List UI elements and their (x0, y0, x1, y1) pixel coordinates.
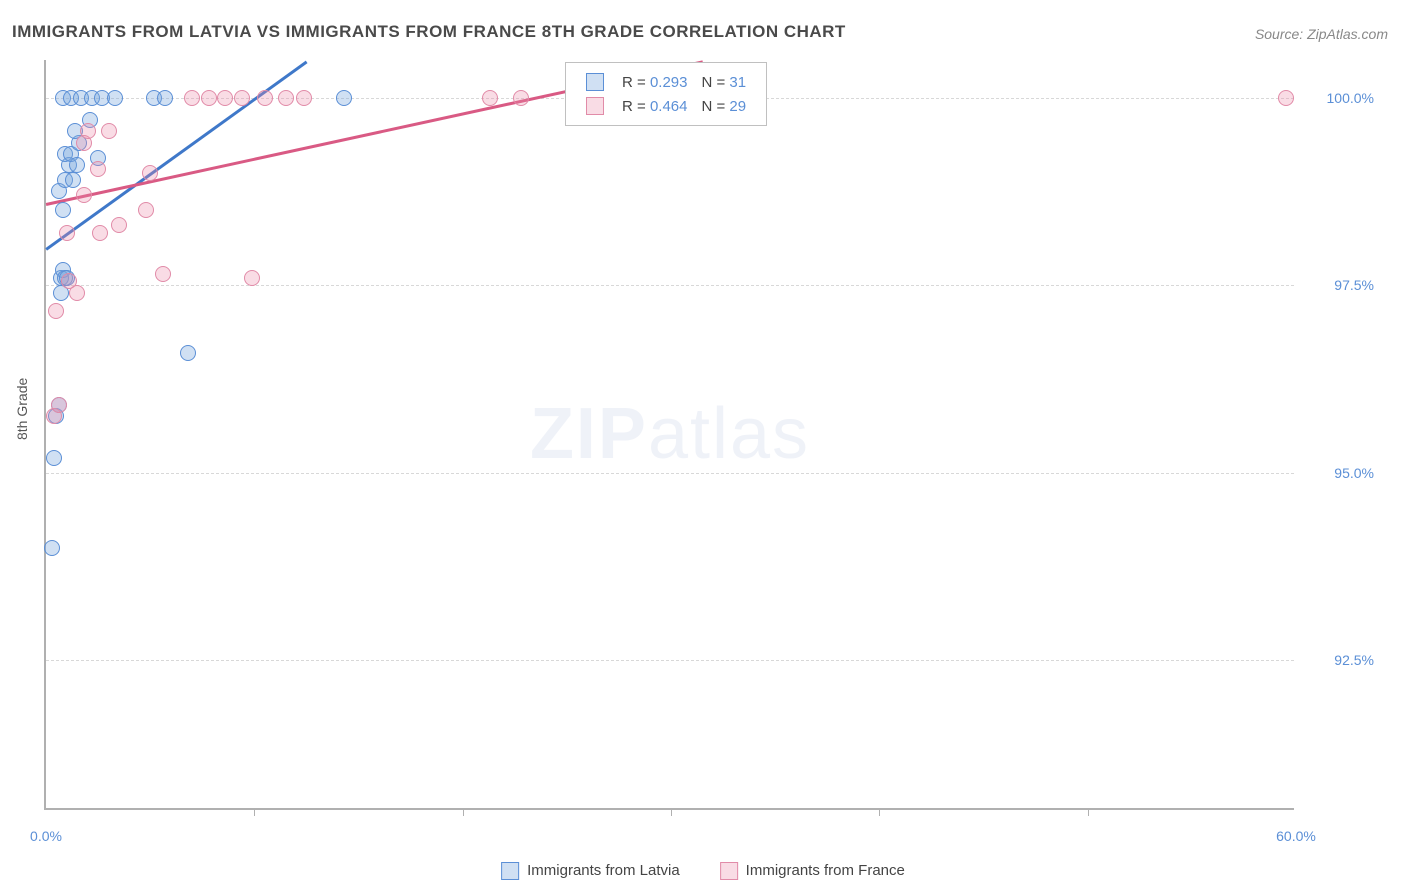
data-point (234, 90, 250, 106)
legend-swatch (720, 862, 738, 880)
legend-row: R = 0.464N = 29 (580, 95, 752, 117)
data-point (92, 225, 108, 241)
legend-row: R = 0.293N = 31 (580, 71, 752, 93)
data-point (59, 225, 75, 241)
data-point (513, 90, 529, 106)
data-point (155, 266, 171, 282)
source-credit: Source: ZipAtlas.com (1255, 26, 1388, 42)
y-tick-label: 92.5% (1334, 652, 1374, 668)
watermark: ZIPatlas (530, 393, 810, 475)
data-point (1278, 90, 1294, 106)
legend-r-label: R = 0.464 (616, 95, 693, 117)
legend-n-label: N = 31 (695, 71, 752, 93)
data-point (48, 303, 64, 319)
legend-r-label: R = 0.293 (616, 71, 693, 93)
data-point (157, 90, 173, 106)
y-tick-label: 100.0% (1327, 90, 1374, 106)
data-point (336, 90, 352, 106)
data-point (55, 202, 71, 218)
x-tick-label: 60.0% (1276, 828, 1316, 844)
data-point (257, 90, 273, 106)
chart-title: IMMIGRANTS FROM LATVIA VS IMMIGRANTS FRO… (12, 22, 846, 42)
legend-swatch (586, 73, 604, 91)
data-point (46, 450, 62, 466)
legend-item: Immigrants from Latvia (501, 862, 680, 880)
data-point (482, 90, 498, 106)
data-point (217, 90, 233, 106)
y-tick-label: 95.0% (1334, 465, 1374, 481)
data-point (101, 123, 117, 139)
gridline (46, 473, 1294, 474)
x-tick-label: 0.0% (30, 828, 62, 844)
data-point (244, 270, 260, 286)
data-point (278, 90, 294, 106)
data-point (65, 172, 81, 188)
legend-item: Immigrants from France (720, 862, 905, 880)
x-tick (1088, 808, 1089, 816)
legend-swatch (501, 862, 519, 880)
data-point (90, 161, 106, 177)
gridline (46, 285, 1294, 286)
scatter-chart: ZIPatlas 92.5%95.0%97.5%100.0%0.0%60.0% (44, 60, 1294, 810)
x-tick (463, 808, 464, 816)
x-tick (879, 808, 880, 816)
data-point (180, 345, 196, 361)
data-point (296, 90, 312, 106)
data-point (201, 90, 217, 106)
gridline (46, 660, 1294, 661)
data-point (44, 540, 60, 556)
data-point (111, 217, 127, 233)
legend-n-label: N = 29 (695, 95, 752, 117)
data-point (138, 202, 154, 218)
watermark-zip: ZIP (530, 394, 648, 474)
data-point (80, 123, 96, 139)
data-point (61, 273, 77, 289)
legend-swatch (586, 97, 604, 115)
data-point (142, 165, 158, 181)
y-tick-label: 97.5% (1334, 277, 1374, 293)
data-point (69, 157, 85, 173)
data-point (107, 90, 123, 106)
correlation-legend: R = 0.293N = 31R = 0.464N = 29 (565, 62, 767, 126)
data-point (184, 90, 200, 106)
watermark-atlas: atlas (648, 394, 810, 474)
x-tick (671, 808, 672, 816)
data-point (76, 187, 92, 203)
data-point (46, 408, 62, 424)
x-tick (254, 808, 255, 816)
series-legend: Immigrants from Latvia Immigrants from Fr… (501, 862, 905, 880)
y-axis-label: 8th Grade (14, 378, 30, 440)
